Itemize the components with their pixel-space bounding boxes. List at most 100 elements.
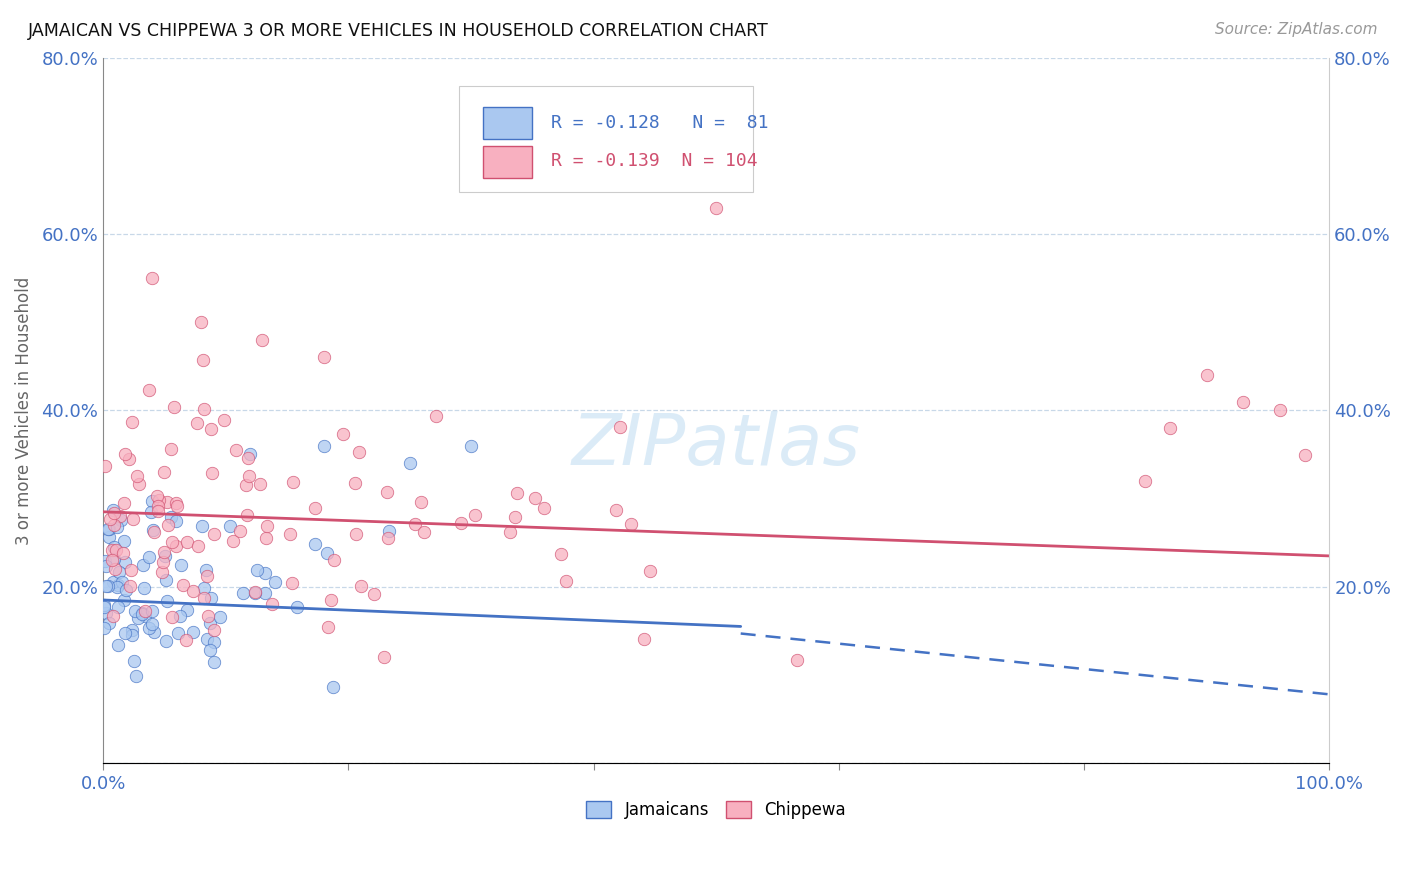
Text: JAMAICAN VS CHIPPEWA 3 OR MORE VEHICLES IN HOUSEHOLD CORRELATION CHART: JAMAICAN VS CHIPPEWA 3 OR MORE VEHICLES … [28, 22, 769, 40]
Point [254, 531, 277, 545]
Point [239, 448, 262, 462]
Point [143, 625, 166, 640]
Point [312, 351, 335, 365]
Point [124, 604, 146, 618]
Point [148, 504, 170, 518]
Point [160, 610, 183, 624]
Point [98, 529, 121, 543]
Point [194, 563, 217, 577]
Point [138, 621, 160, 635]
Point [94, 554, 117, 568]
Point [150, 565, 173, 579]
Point [200, 591, 222, 606]
Point [554, 574, 576, 588]
Point [103, 506, 125, 520]
Point [252, 333, 274, 347]
Point [93, 620, 115, 634]
Point [132, 558, 155, 573]
Point [460, 439, 482, 453]
Text: ZIPatlas: ZIPatlas [572, 411, 860, 480]
Point [142, 525, 165, 540]
Point [312, 439, 335, 453]
Legend: Jamaicans, Chippewa: Jamaicans, Chippewa [579, 794, 852, 825]
Point [104, 542, 127, 557]
Point [235, 508, 257, 523]
Point [263, 575, 285, 590]
Point [195, 632, 218, 647]
Point [193, 581, 215, 595]
Point [413, 525, 436, 540]
Point [93, 598, 115, 612]
Point [256, 519, 278, 533]
Point [110, 513, 132, 527]
Point [278, 527, 301, 541]
Point [93, 599, 115, 614]
Point [235, 478, 257, 492]
Point [1294, 449, 1316, 463]
Point [107, 578, 129, 592]
Point [141, 494, 163, 508]
Point [128, 476, 150, 491]
Point [193, 402, 215, 417]
Point [98, 512, 121, 526]
Point [131, 607, 153, 621]
Text: Source: ZipAtlas.com: Source: ZipAtlas.com [1215, 22, 1378, 37]
Point [165, 496, 187, 510]
Point [94, 559, 117, 574]
Point [107, 638, 129, 652]
Point [101, 609, 124, 624]
Point [236, 451, 259, 466]
Point [165, 539, 187, 553]
Point [155, 633, 177, 648]
Point [101, 542, 124, 557]
Point [138, 550, 160, 565]
Point [118, 579, 141, 593]
Point [605, 502, 627, 516]
Point [127, 469, 149, 483]
Point [378, 524, 401, 539]
Point [620, 516, 643, 531]
Point [103, 518, 125, 533]
Point [304, 501, 326, 516]
Point [141, 617, 163, 632]
Point [169, 609, 191, 624]
Point [246, 563, 269, 577]
Point [704, 201, 727, 215]
Point [176, 535, 198, 549]
Point [152, 545, 174, 559]
Point [506, 485, 529, 500]
Point [97, 578, 120, 592]
Point [98, 615, 121, 630]
Point [146, 499, 169, 513]
Point [281, 576, 304, 591]
Point [425, 409, 447, 423]
Point [121, 415, 143, 429]
Point [165, 515, 187, 529]
Point [156, 518, 179, 533]
Point [377, 532, 399, 546]
Point [111, 546, 134, 560]
Point [111, 574, 134, 589]
Point [499, 524, 522, 539]
Point [319, 593, 342, 607]
Point [181, 583, 204, 598]
Point [94, 607, 117, 621]
Point [202, 623, 225, 637]
Point [219, 519, 242, 533]
Point [101, 575, 124, 590]
Point [200, 466, 222, 480]
Point [533, 501, 555, 516]
Point [131, 607, 153, 621]
Point [304, 537, 326, 551]
Point [107, 600, 129, 615]
Point [101, 552, 124, 566]
Point [249, 476, 271, 491]
Point [134, 604, 156, 618]
Point [198, 616, 221, 631]
Point [243, 586, 266, 600]
FancyBboxPatch shape [484, 107, 533, 139]
FancyBboxPatch shape [484, 146, 533, 178]
Point [633, 632, 655, 646]
Point [186, 416, 208, 430]
Point [105, 581, 128, 595]
